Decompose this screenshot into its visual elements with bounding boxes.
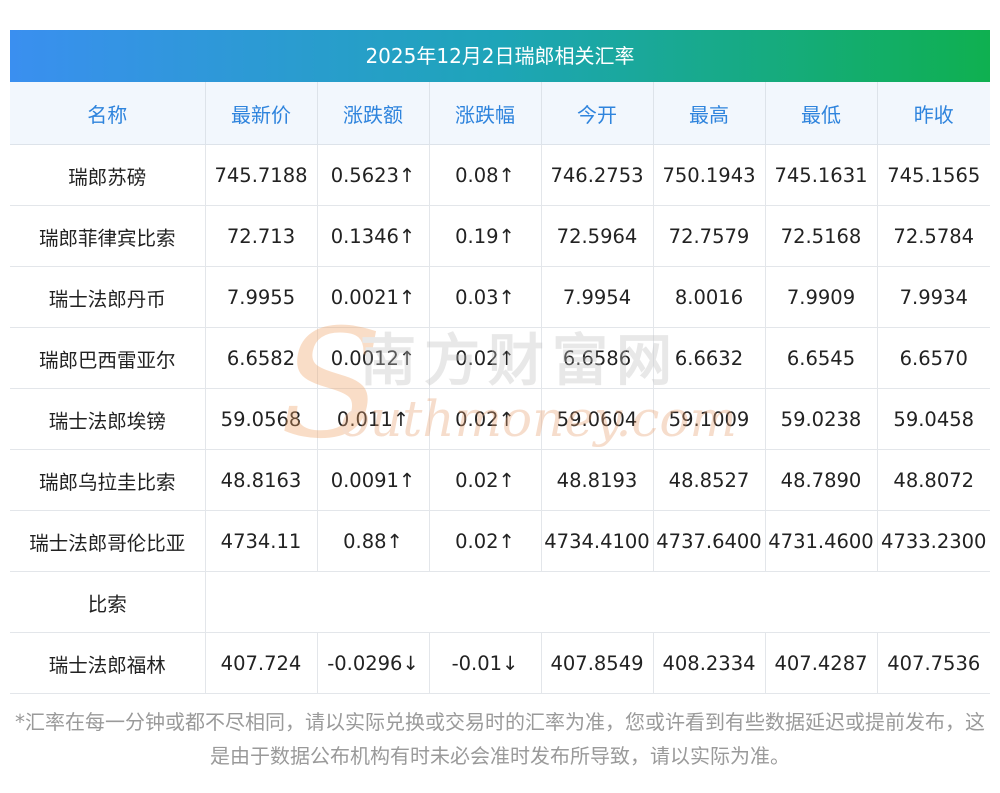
prev-close-price: 407.7536 [877,632,990,694]
high-price: 4737.6400 [653,510,766,572]
high-price: 48.8527 [653,449,766,511]
prev-close-price: 6.6570 [877,327,990,389]
high-price: 750.1943 [653,144,766,206]
header-change: 涨跌额 [317,82,430,145]
low-price: 72.5168 [765,205,878,267]
low-price: 59.0238 [765,388,878,450]
table-row: 瑞士法郎埃镑 59.0568 0.011↑ 0.02↑ 59.0604 59.1… [10,388,990,450]
change-percent: 0.19↑ [429,205,542,267]
change-amount: 0.5623↑ [317,144,430,206]
open-price: 6.6586 [541,327,654,389]
table-row: 瑞士法郎丹币 7.9955 0.0021↑ 0.03↑ 7.9954 8.001… [10,266,990,328]
latest-price: 6.6582 [205,327,318,389]
header-high: 最高 [653,82,766,145]
prev-close-price: 72.5784 [877,205,990,267]
currency-name: 瑞郎乌拉圭比索 [10,449,206,511]
currency-name: 瑞郎巴西雷亚尔 [10,327,206,389]
change-amount: 0.011↑ [317,388,430,450]
currency-name: 瑞士法郎福林 [10,632,206,694]
low-price: 6.6545 [765,327,878,389]
change-percent: -0.01↓ [429,632,542,694]
low-price: 407.4287 [765,632,878,694]
currency-name: 瑞士法郎哥伦比亚 [10,510,206,572]
currency-name-continued: 比索 [10,571,206,633]
latest-price: 72.713 [205,205,318,267]
table-header-row: 名称 最新价 涨跌额 涨跌幅 今开 最高 最低 昨收 [10,82,990,145]
table-row: 瑞郎菲律宾比索 72.713 0.1346↑ 0.19↑ 72.5964 72.… [10,205,990,267]
latest-price: 59.0568 [205,388,318,450]
latest-price: 407.724 [205,632,318,694]
prev-close-price: 48.8072 [877,449,990,511]
change-amount: 0.88↑ [317,510,430,572]
exchange-rate-table: 名称 最新价 涨跌额 涨跌幅 今开 最高 最低 昨收 瑞郎苏磅 745.7188… [10,82,990,694]
low-price: 7.9909 [765,266,878,328]
latest-price: 745.7188 [205,144,318,206]
prev-close-price: 745.1565 [877,144,990,206]
header-change-pct: 涨跌幅 [429,82,542,145]
change-percent: 0.02↑ [429,327,542,389]
latest-price: 48.8163 [205,449,318,511]
open-price: 4734.4100 [541,510,654,572]
currency-name: 瑞士法郎埃镑 [10,388,206,450]
change-percent: 0.02↑ [429,388,542,450]
table-row: 瑞郎苏磅 745.7188 0.5623↑ 0.08↑ 746.2753 750… [10,144,990,206]
prev-close-price: 4733.2300 [877,510,990,572]
table-row: 瑞士法郎哥伦比亚 4734.11 0.88↑ 0.02↑ 4734.4100 4… [10,510,990,572]
open-price: 7.9954 [541,266,654,328]
change-percent: 0.08↑ [429,144,542,206]
blank-cell [205,571,990,633]
change-amount: 0.1346↑ [317,205,430,267]
high-price: 72.7579 [653,205,766,267]
change-percent: 0.02↑ [429,449,542,511]
currency-name: 瑞士法郎丹币 [10,266,206,328]
open-price: 59.0604 [541,388,654,450]
change-amount: 0.0091↑ [317,449,430,511]
table-row: 瑞士法郎福林 407.724 -0.0296↓ -0.01↓ 407.8549 … [10,632,990,694]
table-title: 2025年12月2日瑞郎相关汇率 [10,30,990,82]
header-low: 最低 [765,82,878,145]
change-amount: -0.0296↓ [317,632,430,694]
prev-close-price: 7.9934 [877,266,990,328]
disclaimer-footnote: *汇率在每一分钟或都不尽相同，请以实际兑换或交易时的汇率为准，您或许看到有些数据… [15,710,985,768]
open-price: 48.8193 [541,449,654,511]
low-price: 4731.4600 [765,510,878,572]
change-percent: 0.02↑ [429,510,542,572]
header-name: 名称 [10,82,206,145]
change-amount: 0.0012↑ [317,327,430,389]
header-open: 今开 [541,82,654,145]
low-price: 48.7890 [765,449,878,511]
header-prev-close: 昨收 [877,82,990,145]
change-percent: 0.03↑ [429,266,542,328]
open-price: 746.2753 [541,144,654,206]
low-price: 745.1631 [765,144,878,206]
currency-name: 瑞郎菲律宾比索 [10,205,206,267]
high-price: 408.2334 [653,632,766,694]
latest-price: 7.9955 [205,266,318,328]
high-price: 59.1009 [653,388,766,450]
table-row: 瑞郎乌拉圭比索 48.8163 0.0091↑ 0.02↑ 48.8193 48… [10,449,990,511]
open-price: 407.8549 [541,632,654,694]
high-price: 6.6632 [653,327,766,389]
open-price: 72.5964 [541,205,654,267]
latest-price: 4734.11 [205,510,318,572]
high-price: 8.0016 [653,266,766,328]
change-amount: 0.0021↑ [317,266,430,328]
table-row-wrap: 比索 [10,571,990,633]
header-latest: 最新价 [205,82,318,145]
table-row: 瑞郎巴西雷亚尔 6.6582 0.0012↑ 0.02↑ 6.6586 6.66… [10,327,990,389]
prev-close-price: 59.0458 [877,388,990,450]
currency-name: 瑞郎苏磅 [10,144,206,206]
